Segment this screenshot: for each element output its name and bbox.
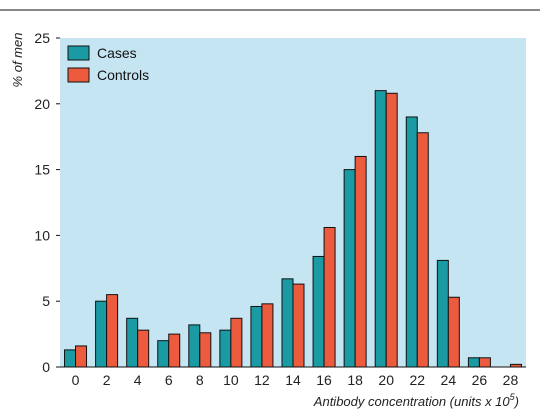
x-tick-label: 28 [503, 372, 519, 388]
y-tick-label: 20 [34, 96, 50, 112]
bar-cases-18 [343, 169, 356, 368]
y-axis: 0 5 10 15 20 25 [34, 30, 60, 375]
legend-label-cases: Cases [97, 45, 137, 61]
x-tick-label: 24 [441, 372, 457, 388]
y-tick-label: 25 [34, 30, 50, 46]
x-tick-label: 16 [316, 372, 332, 388]
legend: Cases Controls [67, 45, 149, 83]
x-tick-label: 4 [134, 372, 142, 388]
y-tick-label: 5 [42, 293, 50, 309]
x-tick-label: 18 [347, 372, 363, 388]
x-tick-label: 20 [378, 372, 394, 388]
x-axis: 0 2 4 6 8 10 12 14 16 18 20 22 24 26 28 [72, 372, 519, 388]
legend-swatch-controls [67, 67, 90, 83]
bar-controls-0 [75, 345, 88, 368]
bar-cases-24 [436, 259, 449, 368]
bar-cases-20 [374, 90, 387, 368]
bar-controls-8 [199, 332, 212, 368]
x-axis-title-exponent: 5 [510, 392, 516, 402]
bar-cases-14 [281, 278, 294, 368]
x-tick-label: 10 [223, 372, 239, 388]
bar-cases-0 [64, 349, 77, 368]
bar-cases-8 [188, 324, 201, 368]
x-tick-label: 2 [103, 372, 111, 388]
bar-cases-12 [250, 305, 263, 368]
y-axis-title: % of men [10, 33, 25, 88]
bar-controls-2 [106, 294, 119, 368]
y-tick-label: 15 [34, 162, 50, 178]
x-tick-label: 22 [409, 372, 425, 388]
bar-controls-12 [261, 303, 274, 368]
bar-controls-24 [447, 296, 460, 368]
bar-controls-18 [354, 155, 367, 368]
bar-controls-16 [323, 227, 336, 368]
bar-cases-6 [157, 340, 170, 368]
x-tick-label: 0 [72, 372, 80, 388]
x-tick-label: 14 [285, 372, 301, 388]
bar-controls-22 [416, 132, 429, 368]
bar-cases-2 [95, 300, 108, 368]
bar-controls-6 [168, 333, 181, 368]
bar-controls-4 [137, 329, 150, 368]
x-tick-label: 6 [165, 372, 173, 388]
x-axis-title-main: Antibody concentration (units x 10 [313, 394, 511, 409]
legend-swatch-cases [67, 45, 90, 61]
x-axis-title: Antibody concentration (units x 105) [313, 392, 519, 409]
x-tick-label: 8 [196, 372, 204, 388]
x-tick-label: 26 [472, 372, 488, 388]
bar-controls-10 [230, 317, 243, 368]
bar-controls-20 [385, 92, 398, 368]
bar-cases-22 [405, 116, 418, 368]
y-tick-label: 10 [34, 227, 50, 243]
bar-controls-26 [478, 357, 491, 368]
bar-cases-10 [219, 329, 232, 368]
bar-controls-14 [292, 283, 305, 368]
x-axis-title-close: ) [513, 394, 519, 409]
bar-cases-26 [467, 357, 480, 368]
bar-cases-16 [312, 255, 325, 368]
x-tick-label: 12 [254, 372, 270, 388]
bar-cases-4 [126, 317, 139, 368]
y-tick-label: 0 [42, 359, 50, 375]
legend-label-controls: Controls [97, 67, 149, 83]
